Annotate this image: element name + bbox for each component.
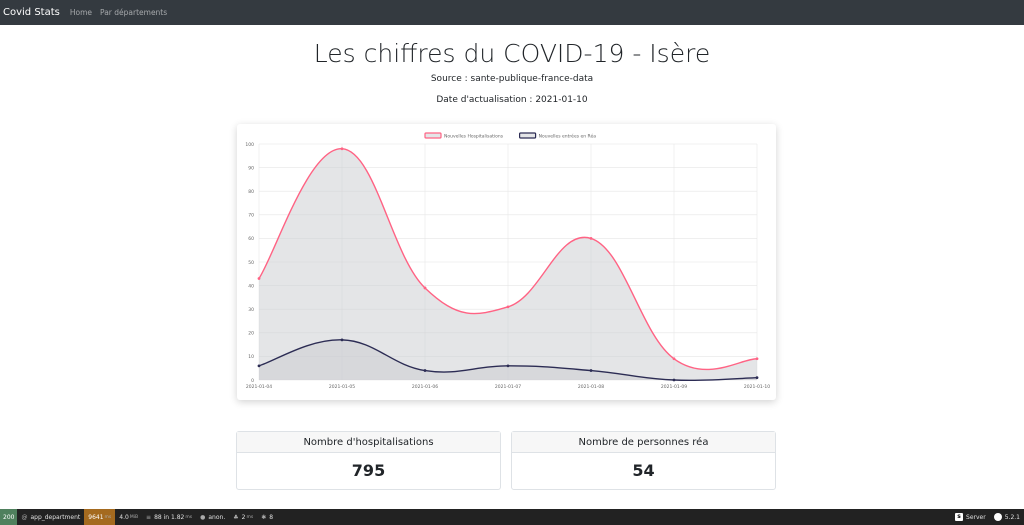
y-tick-label: 100: [245, 142, 254, 148]
hospitalisations-card: Nombre d'hospitalisations 795: [236, 431, 501, 490]
y-tick-label: 40: [248, 283, 254, 289]
series-area-0: [259, 148, 757, 380]
route-item[interactable]: @ app_department: [17, 509, 84, 525]
legend-label-0: Nouvelles Hospitalisations: [444, 134, 504, 140]
nav-link-departements[interactable]: Par départements: [100, 8, 168, 17]
leaf-icon: ♣: [233, 513, 239, 521]
db-item[interactable]: ≡ 88 in 1.82 ms: [142, 509, 196, 525]
legend-swatch-0: [424, 132, 442, 139]
y-tick-label: 30: [248, 307, 254, 313]
data-point: [755, 357, 759, 361]
time-unit: ms: [104, 514, 112, 520]
hospitalisations-label: Nombre d'hospitalisations: [237, 432, 500, 453]
db-text: in 1.82: [163, 513, 185, 521]
x-tick-label: 2021-01-09: [661, 384, 687, 390]
server-item[interactable]: s Server: [951, 509, 990, 525]
database-icon: ≡: [146, 513, 152, 521]
data-point: [589, 237, 593, 240]
time-value: 9641: [88, 513, 104, 521]
asset-icon: ✱: [261, 513, 267, 521]
at-icon: @: [21, 513, 28, 521]
data-point: [589, 369, 593, 372]
data-point: [672, 378, 676, 382]
navbar: Covid Stats Home Par départements: [0, 0, 1024, 25]
memory-value: 4.0: [119, 513, 129, 521]
memory-item[interactable]: 4.0 MiB: [115, 509, 142, 525]
data-point: [257, 364, 261, 368]
chart-card: 0 10 20 30 40 50 60 70 80 90 100 2021-01-04 2021-01-…: [237, 124, 776, 400]
line-chart: 0 10 20 30 40 50 60 70 80 90 100 2021-01-04 2021-01-…: [245, 132, 770, 390]
assets-count: 8: [269, 513, 274, 521]
x-tick-label: 2021-01-07: [495, 384, 521, 390]
data-point: [755, 376, 759, 380]
data-point: [423, 286, 427, 290]
time-item[interactable]: 9641 ms: [84, 509, 116, 525]
x-tick-label: 2021-01-04: [246, 384, 272, 390]
user-item[interactable]: ● anon.: [196, 509, 229, 525]
memory-unit: MiB: [129, 514, 139, 520]
data-point: [340, 147, 344, 151]
twig-time: 2: [241, 513, 246, 521]
twig-unit: ms: [246, 514, 254, 520]
data-point: [423, 369, 427, 372]
server-label: Server: [966, 513, 986, 521]
x-tick-label: 2021-01-05: [329, 384, 355, 390]
y-tick-label: 80: [248, 189, 254, 195]
symfony-logo-icon: [993, 513, 1002, 521]
symfony-icon: s: [955, 513, 964, 521]
y-tick-label: 70: [248, 213, 254, 219]
y-tick-label: 10: [248, 354, 254, 360]
rea-label: Nombre de personnes réa: [512, 432, 775, 453]
y-tick-label: 50: [248, 260, 254, 266]
x-tick-label: 2021-01-08: [578, 384, 604, 390]
data-point: [506, 364, 510, 368]
data-point: [506, 305, 510, 309]
x-tick-label: 2021-01-10: [744, 384, 770, 390]
rea-value: 54: [632, 461, 655, 480]
assets-item[interactable]: ✱ 8: [257, 509, 277, 525]
data-point: [672, 357, 676, 361]
legend-swatch-1: [519, 132, 537, 139]
nav-link-home[interactable]: Home: [69, 8, 93, 17]
debug-toolbar: 200 @ app_department 9641 ms 4.0 MiB ≡ 8…: [0, 509, 1024, 525]
version-label: 5.2.1: [1004, 513, 1020, 521]
y-tick-label: 60: [248, 236, 254, 242]
y-tick-label: 20: [248, 331, 254, 337]
rea-card: Nombre de personnes réa 54: [511, 431, 776, 490]
data-point: [257, 277, 261, 280]
user-icon: ●: [200, 513, 206, 521]
brand-link[interactable]: Covid Stats: [3, 7, 60, 18]
y-tick-label: 0: [251, 378, 254, 384]
y-tick-label: 90: [248, 165, 254, 171]
version-item[interactable]: 5.2.1: [990, 509, 1024, 525]
user-name: anon.: [208, 513, 226, 521]
page-title: Les chiffres du COVID-19 - Isère: [313, 39, 711, 68]
twig-item[interactable]: ♣ 2 ms: [229, 509, 257, 525]
series-line-0: [258, 148, 758, 371]
series-area-1: [259, 339, 757, 381]
db-unit: ms: [185, 514, 193, 520]
db-queries: 88: [154, 513, 162, 521]
route-name: app_department: [30, 513, 81, 521]
source-text: Source : sante-publique-france-data: [430, 74, 594, 84]
legend-label-1: Nouvelles entrées en Réa: [539, 133, 597, 140]
x-tick-label: 2021-01-06: [412, 384, 438, 390]
data-point: [340, 338, 344, 342]
status-code[interactable]: 200: [0, 509, 18, 525]
update-date-text: Date d'actualisation : 2021-01-10: [436, 95, 588, 105]
hospitalisations-value: 795: [351, 461, 386, 480]
